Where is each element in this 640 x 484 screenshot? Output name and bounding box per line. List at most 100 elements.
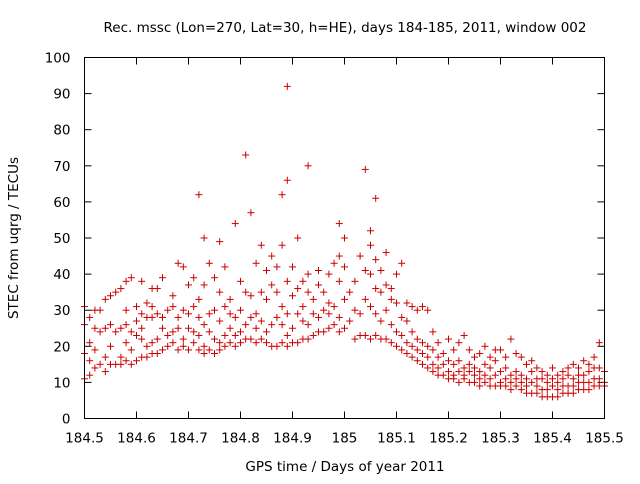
data-point (538, 375, 546, 383)
data-point (216, 346, 224, 354)
data-point (242, 151, 250, 159)
y-axis-label: STEC from uqrg / TECUs (6, 157, 22, 319)
data-point (320, 288, 328, 296)
data-point (387, 295, 395, 303)
data-point (138, 324, 146, 332)
data-point (268, 252, 276, 260)
y-tick-label: 80 (53, 123, 70, 139)
data-point (351, 335, 359, 343)
data-point (491, 371, 499, 379)
data-point (486, 364, 494, 372)
data-point (533, 382, 541, 390)
data-point (549, 375, 556, 383)
data-point (523, 360, 530, 368)
data-point (216, 238, 224, 246)
data-point (523, 375, 530, 383)
data-point (335, 220, 343, 228)
data-point (299, 277, 307, 285)
y-tick-label: 10 (53, 375, 70, 391)
data-point (289, 263, 296, 271)
data-point (408, 303, 416, 311)
data-point (398, 259, 406, 267)
data-point (361, 331, 369, 339)
data-point (387, 321, 395, 329)
data-point (434, 339, 442, 347)
data-point (127, 328, 135, 336)
x-tick-label: 185.5 (585, 431, 624, 447)
data-point (174, 313, 182, 321)
data-point (117, 353, 125, 361)
data-point (143, 342, 151, 350)
data-point (169, 328, 177, 336)
data-point (257, 317, 265, 325)
data-point (247, 313, 255, 321)
data-point (439, 360, 447, 368)
data-point (117, 285, 125, 293)
data-point (205, 328, 213, 336)
data-point (429, 368, 437, 376)
data-point (569, 375, 577, 383)
data-point (273, 313, 281, 321)
data-point (335, 328, 343, 336)
data-point (205, 310, 213, 318)
data-point (341, 324, 348, 332)
data-point (460, 371, 468, 379)
data-point (185, 310, 192, 318)
data-point (133, 317, 140, 325)
data-point (476, 382, 484, 390)
data-point (216, 288, 224, 296)
data-point (133, 303, 140, 311)
data-point (393, 342, 400, 350)
data-point (315, 266, 322, 274)
data-point (580, 357, 588, 365)
data-point (455, 339, 463, 347)
chart-title: Rec. mssc (Lon=270, Lat=30, h=HE), days … (104, 20, 587, 36)
data-point (585, 386, 593, 394)
data-point (424, 306, 432, 314)
data-point (465, 360, 473, 368)
data-point (528, 357, 536, 365)
data-point (268, 281, 276, 289)
data-point (403, 317, 411, 325)
data-point (283, 176, 291, 184)
x-tick-label: 184.5 (65, 431, 104, 447)
data-point (143, 299, 151, 307)
data-point (424, 342, 432, 350)
data-point (439, 371, 447, 379)
data-point (117, 360, 125, 368)
data-point (595, 375, 603, 383)
data-point (221, 331, 229, 339)
data-point (372, 285, 380, 293)
data-point (564, 371, 572, 379)
data-point (502, 364, 510, 372)
data-point (205, 346, 213, 354)
data-point (159, 346, 166, 354)
data-point (398, 331, 406, 339)
data-point (367, 303, 374, 311)
data-point (554, 378, 562, 386)
data-point (335, 277, 343, 285)
data-point (320, 328, 328, 336)
data-point (341, 234, 348, 242)
data-point (476, 375, 484, 383)
data-point (413, 357, 421, 365)
data-point (86, 357, 94, 365)
data-points (81, 82, 608, 401)
data-point (460, 331, 468, 339)
data-point (138, 335, 146, 343)
data-point (195, 331, 203, 339)
data-point (252, 310, 260, 318)
data-point (517, 353, 525, 361)
data-point (512, 368, 520, 376)
y-tick-label: 100 (45, 51, 71, 67)
data-point (138, 277, 146, 285)
data-point (382, 281, 390, 289)
data-point (211, 306, 218, 314)
data-point (486, 353, 494, 361)
data-point (185, 281, 192, 289)
data-point (325, 270, 333, 278)
data-point (335, 252, 343, 260)
y-tick-label: 40 (53, 267, 70, 283)
x-tick-label: 185.3 (481, 431, 520, 447)
data-point (419, 360, 426, 368)
